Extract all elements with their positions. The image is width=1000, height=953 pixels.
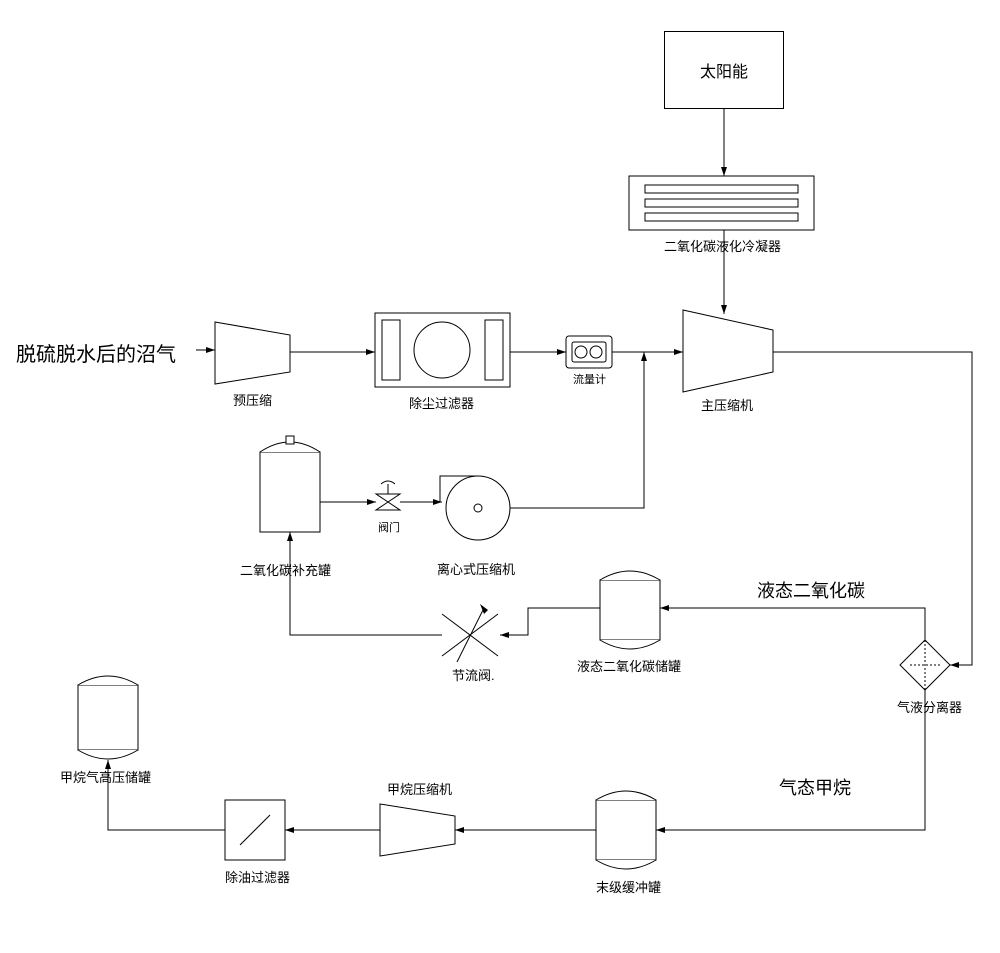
oilfilter-label: 除油过滤器 xyxy=(225,867,290,886)
co2supply-node xyxy=(260,436,320,532)
edge-liq-throttle xyxy=(500,608,600,635)
diagram-canvas: 太阳能 脱硫脱水后的沼气 二氧化碳液化冷凝器 预压缩 除尘过滤器 流量计 主压缩… xyxy=(0,0,1000,953)
valve-node xyxy=(376,481,400,510)
edge-throttle-co2 xyxy=(290,532,442,635)
precompress-node xyxy=(215,322,290,384)
maincompress-label: 主压缩机 xyxy=(701,395,753,414)
dustfilter-node xyxy=(375,313,510,387)
edge-main-sep xyxy=(773,352,972,665)
throttle-label: 节流阀. xyxy=(452,665,495,684)
condenser-label: 二氧化碳液化冷凝器 xyxy=(664,236,781,255)
edge-sep-buf xyxy=(656,690,925,830)
gasmethane-label: 气态甲烷 xyxy=(779,774,851,800)
dustfilter-label: 除尘过滤器 xyxy=(409,393,474,412)
separator-label: 气液分离器 xyxy=(897,697,962,716)
liquidco2tank-node xyxy=(600,571,660,649)
throttle-node xyxy=(442,604,498,662)
methanehptank-node xyxy=(78,676,138,759)
edge-sep-liq xyxy=(660,608,925,640)
solar-node: 太阳能 xyxy=(664,31,784,109)
endbuffer-label: 末级缓冲罐 xyxy=(596,877,661,896)
endbuffer-node xyxy=(596,791,656,869)
flowmeter-label: 流量计 xyxy=(573,371,606,387)
oilfilter-node xyxy=(225,800,285,860)
liquidco2tank-label: 液态二氧化碳储罐 xyxy=(577,656,681,675)
methanecompress-node xyxy=(380,804,455,856)
flowmeter-node xyxy=(566,336,612,368)
diagram-svg xyxy=(0,0,1000,953)
methanehptank-label: 甲烷气高压储罐 xyxy=(60,767,151,786)
precompress-label: 预压缩 xyxy=(233,390,272,409)
input-label: 脱硫脱水后的沼气 xyxy=(16,338,176,367)
valve-label: 阀门 xyxy=(378,519,400,535)
separator-node xyxy=(900,640,950,690)
methanecompress-label: 甲烷压缩机 xyxy=(387,779,452,798)
liquidco2-label: 液态二氧化碳 xyxy=(757,577,865,603)
solar-label: 太阳能 xyxy=(700,58,748,82)
maincompress-node xyxy=(683,310,773,392)
centrifugal-node xyxy=(440,476,510,540)
condenser-node xyxy=(629,176,814,230)
centrifugal-label: 离心式压缩机 xyxy=(437,559,515,578)
co2supply-label: 二氧化碳补充罐 xyxy=(240,560,331,579)
